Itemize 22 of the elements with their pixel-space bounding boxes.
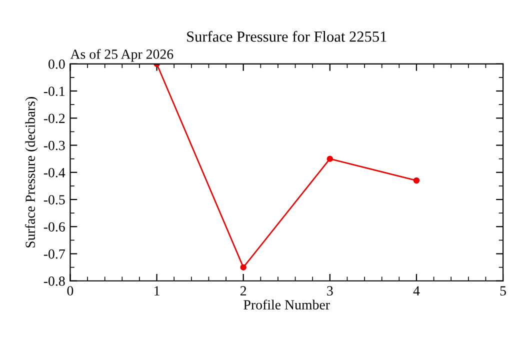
y-axis-title: Surface Pressure (decibars)	[25, 97, 38, 248]
y-tick-label: -0.4	[44, 168, 66, 178]
x-tick-label: 2	[240, 286, 246, 296]
y-tick-label: -0.5	[44, 195, 65, 205]
x-tick-label: 5	[500, 286, 506, 296]
point	[413, 177, 420, 184]
x-axis-title: Profile Number	[244, 300, 330, 310]
y-tick-label: -0.6	[44, 222, 65, 232]
x-tick-label: 4	[413, 286, 420, 296]
y-tick-label: -0.7	[44, 249, 65, 259]
x-tick-label: 3	[327, 286, 333, 296]
x-tick-label: 0	[67, 286, 74, 296]
chart-title: Surface Pressure for Float 22551	[187, 30, 386, 42]
text: As of 25 Apr 2026	[70, 48, 174, 62]
point	[240, 264, 246, 270]
y-tick-label: -0.8	[44, 276, 65, 286]
y-tick-label: -0.2	[44, 114, 65, 124]
y-tick-label: -0.1	[44, 86, 65, 96]
x-tick-label: 1	[154, 286, 160, 296]
y-tick-label: -0.3	[44, 140, 65, 150]
point	[326, 156, 334, 162]
y-tick-label: 0.0	[48, 59, 65, 69]
